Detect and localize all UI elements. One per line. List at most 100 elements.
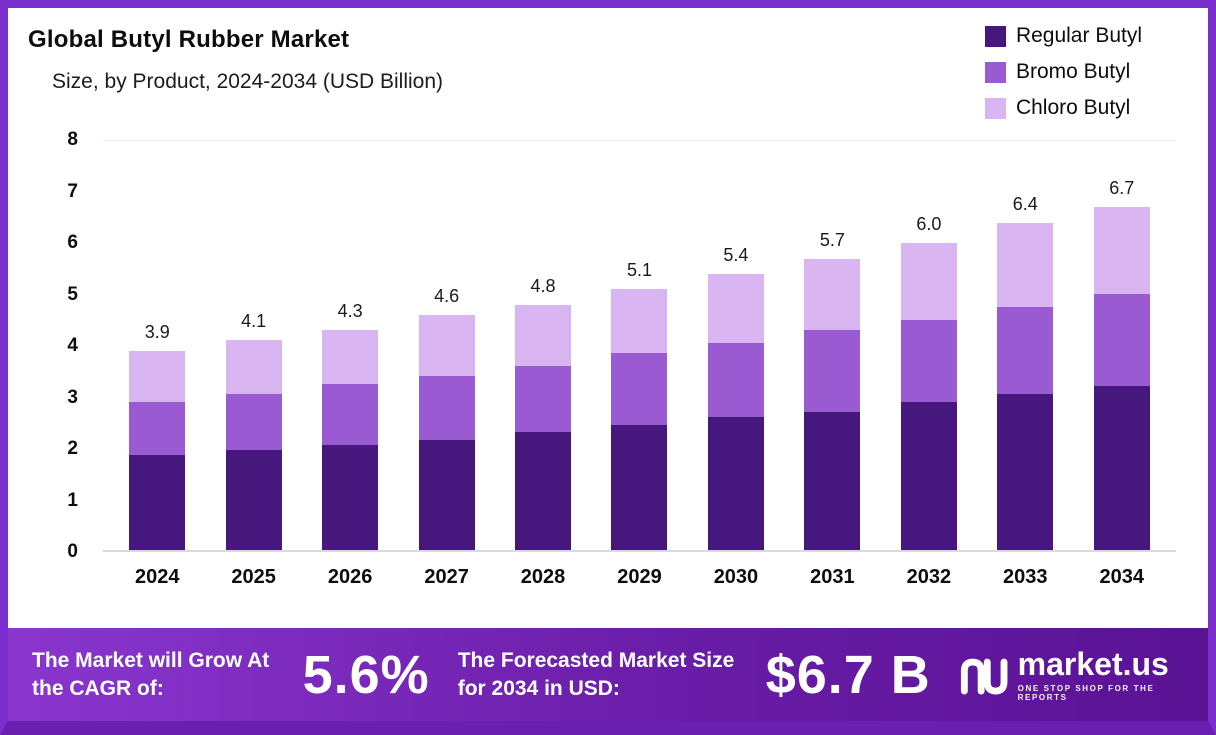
x-axis-label: 2028 [520,566,566,588]
bar-segment [707,342,764,418]
brand-tagline: ONE STOP SHOP FOR THE REPORTS [1017,683,1155,702]
y-axis-tick: 3 [67,386,78,408]
bar-segment [997,307,1054,395]
legend-label: Chloro Butyl [1015,96,1131,119]
bar-total-label: 6.7 [1109,178,1135,199]
x-axis: 2024 2025 2026 2027 2028 2029 2030 2031 2032 2033… [103,552,1176,589]
bar-segment [322,330,379,384]
bar-segment [611,353,668,425]
bar-segment [129,455,186,550]
bar-total-label: 3.9 [144,321,170,342]
bar-group-2033: 6.4 [977,141,1073,550]
bar-group-2030: 5.4 [688,141,784,550]
y-axis-tick: 5 [67,283,78,305]
bar-group-2028: 4.8 [495,141,591,550]
bar-segment [997,222,1054,308]
legend-swatch-regular-butyl-icon [984,25,1006,47]
legend-label: Regular Butyl [1015,24,1142,47]
legend-label: Bromo Butyl [1015,60,1131,83]
bar-total-label: 4.3 [337,301,363,322]
bar-segment [322,383,379,446]
legend-swatch-chloro-butyl-icon [984,97,1006,119]
bar-segment [900,319,957,402]
x-axis-label: 2033 [1003,566,1048,588]
y-axis-tick: 1 [67,489,78,511]
cagr-value: 5.6% [302,644,430,705]
bar-group-2031: 5.7 [784,141,880,550]
brand-text: market.us ONE STOP SHOP FOR THE REPORTS [1018,648,1178,702]
bar-total-label: 5.7 [819,229,845,250]
bar-group-2025: 4.1 [205,141,301,550]
bar-segment [515,304,572,366]
market-us-brand: market.us ONE STOP SHOP FOR THE REPORTS [959,648,1184,702]
x-axis-label: 2024 [134,566,180,588]
bar-segment [1093,207,1150,295]
brand-name: market.us [1017,645,1169,682]
forecast-value: $6.7 B [765,644,931,705]
market-us-logo-icon [960,658,1008,694]
bar-total-label: 6.4 [1012,193,1038,214]
bar-segment [515,432,572,550]
x-axis-label: 2026 [327,566,373,588]
bar-group-2029: 5.1 [591,141,687,550]
chart-title: Global Butyl Rubber Market [28,26,350,53]
bar-total-label: 6.0 [916,214,942,235]
bar-segment [900,401,957,550]
y-axis-tick: 0 [67,541,78,562]
bar-segment [418,314,475,377]
x-axis-label: 2027 [424,566,469,588]
x-axis-label: 2029 [617,566,662,588]
bar-segment [322,445,379,550]
y-axis: 0 1 2 3 4 5 6 7 8 [8,129,94,562]
legend-swatch-bromo-butyl-icon [984,61,1006,83]
cagr-banner: The Market will Grow At the CAGR of: 5.6… [8,628,1208,721]
bar-group-2034: 6.7 [1074,141,1170,550]
bar-segment [1093,294,1150,387]
x-axis-label: 2030 [713,566,759,588]
stacked-bar-plot: 3.9 4.1 4.3 4.6 4.8 5.1 5.4 5.7 6.0 6.4 6.7 [103,140,1176,552]
y-axis-tick: 7 [67,180,78,202]
bar-segment [515,365,572,433]
chart-header: Global Butyl Rubber Market Size, by Prod… [8,8,1208,140]
cagr-label: The Market will Grow At the CAGR of: [32,649,270,700]
bar-segment [611,424,668,550]
bar-total-label: 5.1 [626,260,652,281]
bar-total-label: 4.1 [241,311,267,332]
bar-segment [418,440,475,550]
bar-segment [418,376,475,441]
bar-segment [900,243,957,320]
chart-subtitle: Size, by Product, 2024-2034 (USD Billion… [52,70,444,93]
bar-total-label: 4.6 [434,285,460,306]
bar-segment [707,417,764,550]
y-axis-tick: 2 [67,438,78,459]
bar-total-label: 5.4 [723,244,749,265]
forecast-label: The Forecasted Market Size for 2034 in U… [457,649,735,700]
y-axis-tick: 4 [67,335,78,356]
chart-card: Global Butyl Rubber Market Size, by Prod… [8,8,1208,628]
bar-segment [804,411,861,550]
bar-segment [804,258,861,331]
bar-total-label: 4.8 [530,275,556,296]
x-axis-label: 2032 [906,566,952,588]
legend: Regular Butyl Bromo Butyl Chloro Butyl [984,24,1142,132]
plot-area: 0 1 2 3 4 5 6 7 8 3.9 4.1 4.3 4.6 4.8 5.1 5.4 5.7 6.0 6.4… [8,129,1176,589]
bar-segment [225,394,282,451]
bar-group-2024: 3.9 [109,141,205,550]
legend-item-bromo-butyl: Bromo Butyl [984,60,1142,84]
bar-group-2027: 4.6 [398,141,494,550]
bar-segment [225,340,282,395]
legend-item-regular-butyl: Regular Butyl [984,24,1142,48]
bar-segment [225,450,282,550]
x-axis-label: 2025 [231,566,276,588]
bar-segment [804,330,861,412]
x-axis-label: 2031 [810,566,855,588]
x-axis-label: 2034 [1099,566,1145,588]
bar-segment [611,289,668,354]
bar-segment [129,401,186,456]
bar-segment [1093,386,1150,550]
bar-segment [129,350,186,402]
y-axis-tick: 6 [67,232,78,253]
bar-segment [707,273,764,343]
bar-group-2026: 4.3 [302,141,398,550]
